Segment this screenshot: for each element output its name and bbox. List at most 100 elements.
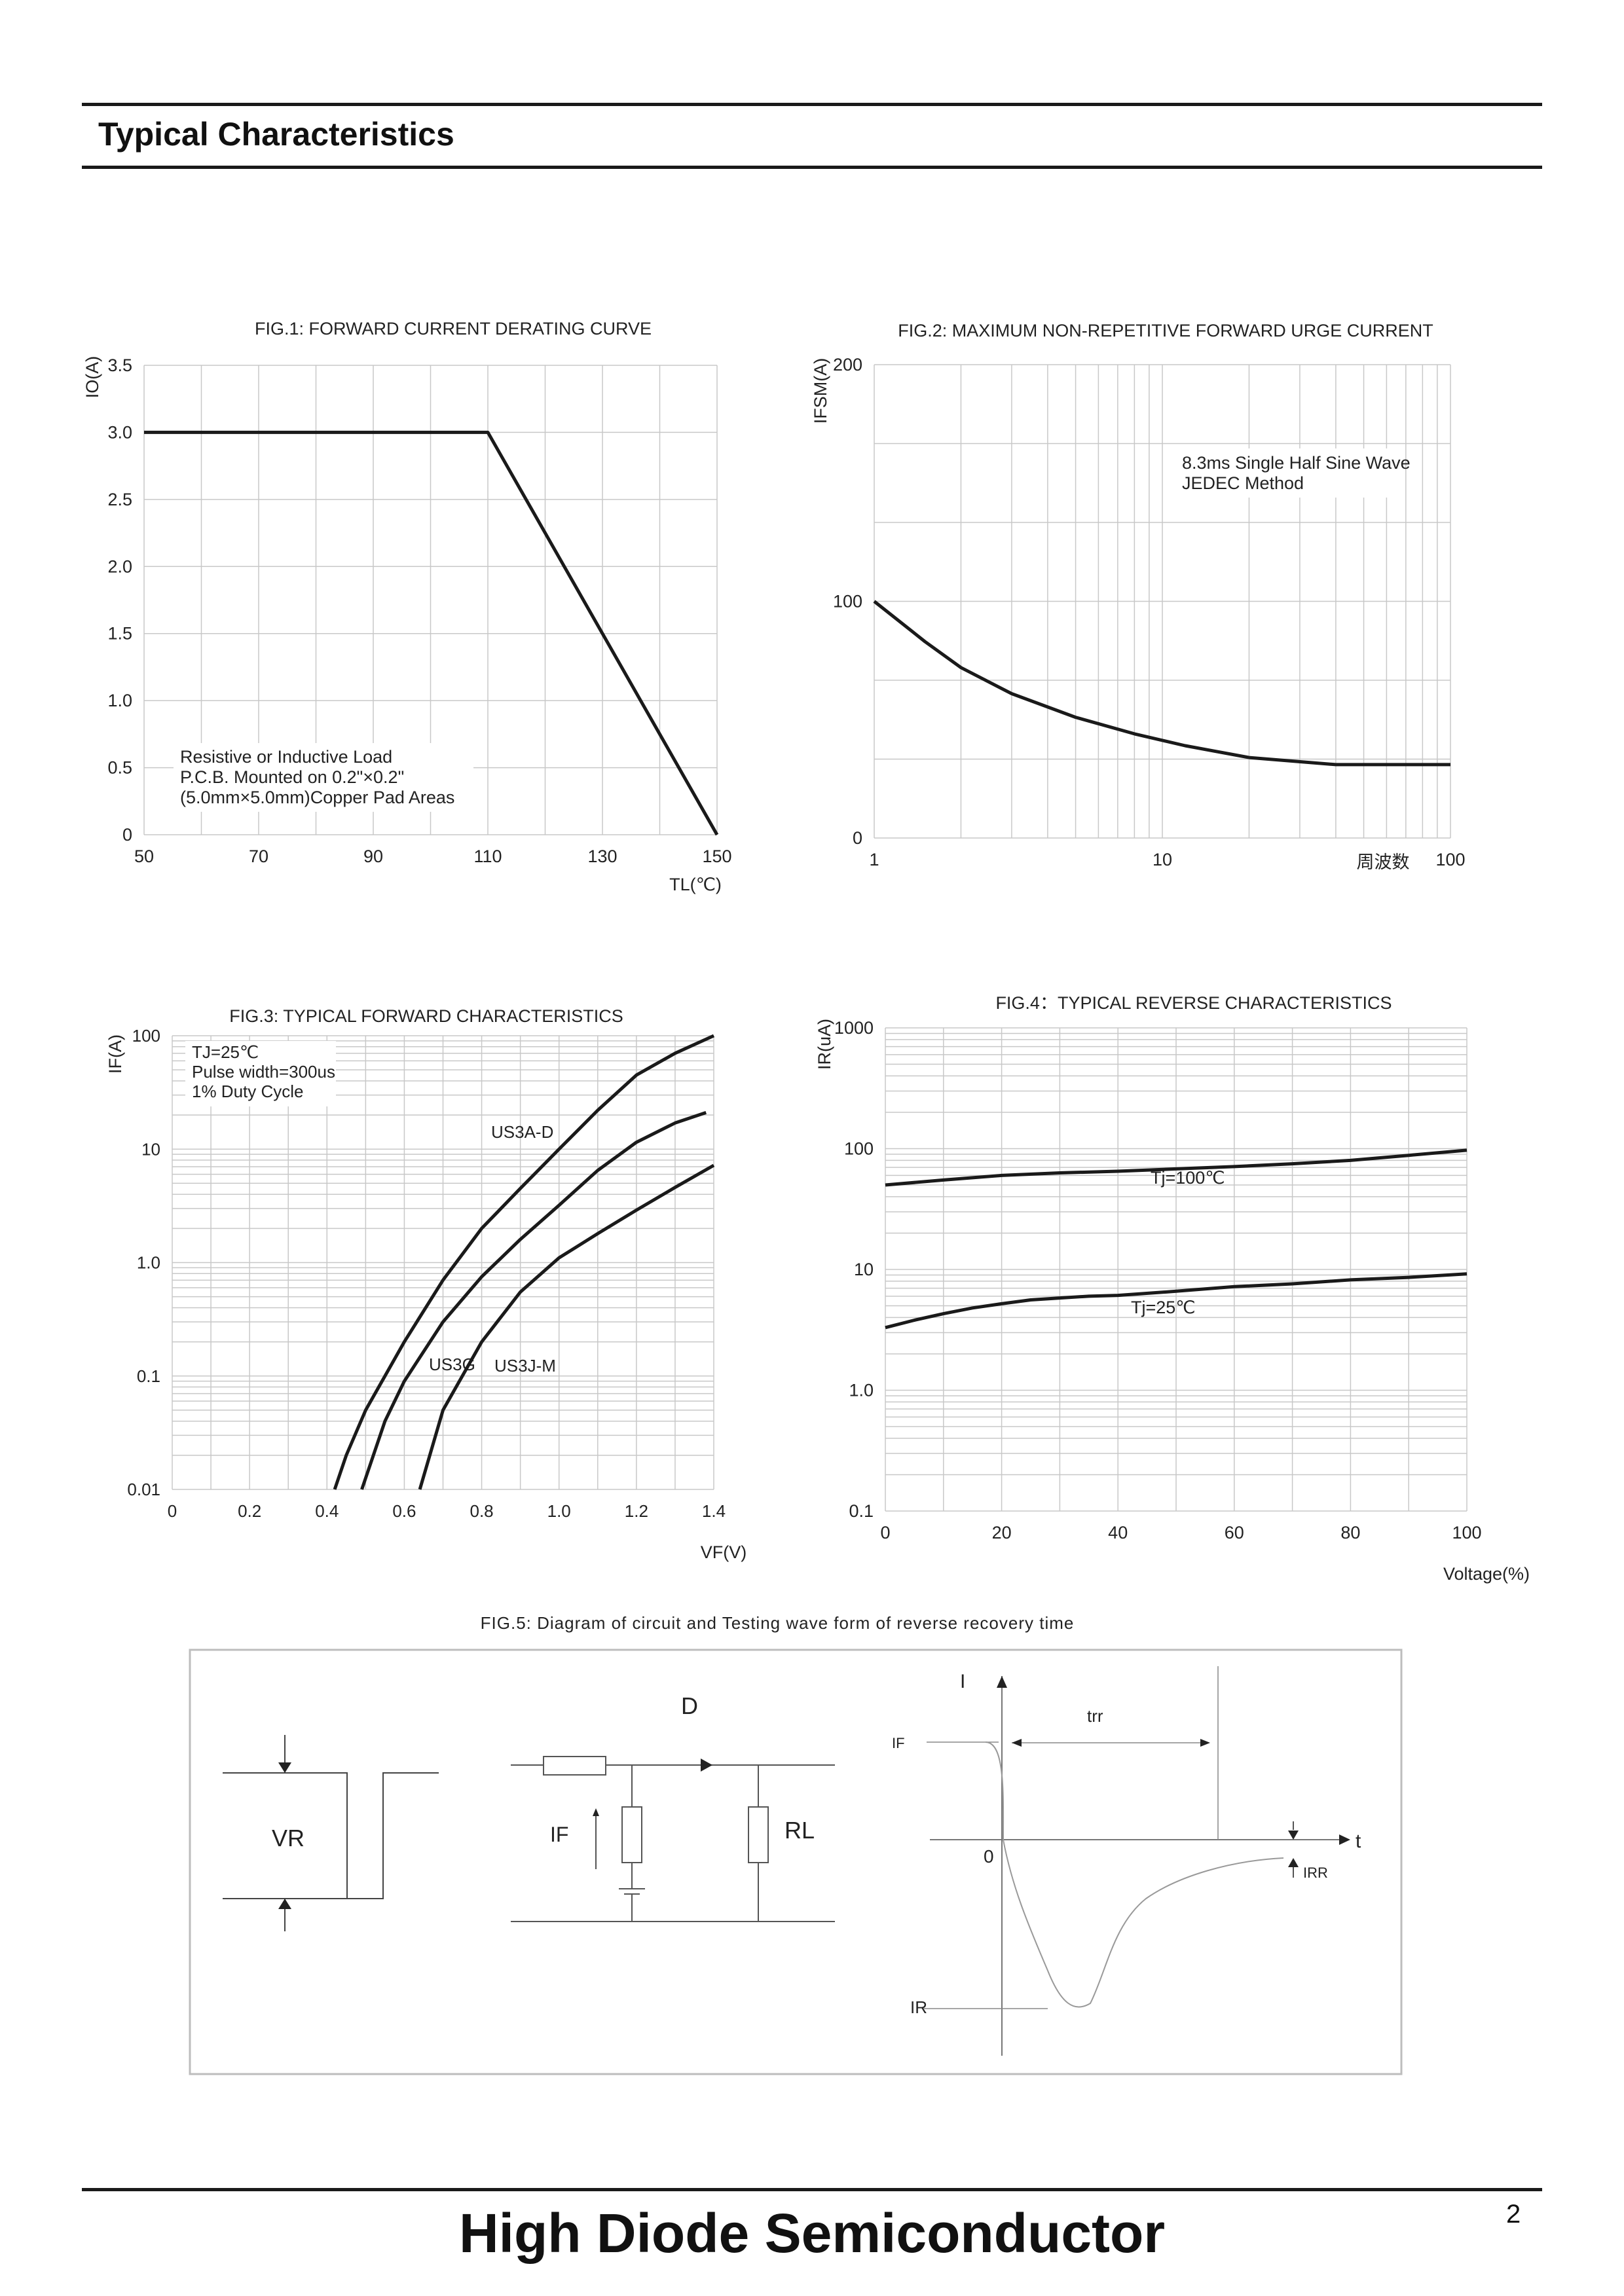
fig4-xlabel: Voltage(%) — [1443, 1564, 1530, 1584]
trr-right-arrow — [1200, 1739, 1210, 1747]
y-tick-label: 1.0 — [107, 691, 132, 710]
fig4-chart: FIG.4：TYPICAL REVERSE CHARACTERISTICS IR… — [815, 993, 1530, 1584]
ir-label: IR — [910, 1997, 927, 2017]
chart-note: Resistive or Inductive Load — [180, 747, 392, 767]
test-circuit — [511, 1756, 835, 1922]
y-tick-label: 1.0 — [849, 1381, 874, 1400]
y-tick-label: 2.5 — [107, 490, 132, 509]
x-tick-label: 1.4 — [702, 1501, 726, 1521]
chart-note: TJ=25℃ — [192, 1042, 259, 1062]
if-level-label: IF — [892, 1735, 905, 1751]
header-top-rule — [82, 103, 1542, 106]
fig5-diagram: FIG.5: Diagram of circuit and Testing wa… — [189, 1613, 1403, 2075]
y-tick-label: 200 — [833, 355, 862, 374]
y-tick-label: 0 — [853, 828, 862, 848]
series-line-derating — [144, 430, 719, 836]
page-number: 2 — [1506, 2200, 1521, 2229]
x-tick-label: 0.4 — [315, 1501, 339, 1521]
fig2-xlabel: 周波数 — [1357, 852, 1410, 872]
chart-note: Pulse width=300us — [192, 1062, 335, 1082]
series-line-US3G — [360, 1111, 707, 1490]
x-tick-label: 110 — [473, 847, 502, 866]
fig2-ylabel: IFSM(A) — [811, 358, 830, 424]
series-line-IFSM — [873, 600, 1450, 767]
i-axis-arrow — [997, 1676, 1007, 1688]
fig3-ylabel: IF(A) — [105, 1034, 125, 1074]
x-tick-label: 130 — [587, 847, 617, 866]
chart-note: 8.3ms Single Half Sine Wave — [1182, 453, 1411, 473]
x-tick-label: 10 — [1153, 850, 1172, 869]
y-tick-label: 0.1 — [849, 1501, 874, 1521]
fig3-title: FIG.3: TYPICAL FORWARD CHARACTERISTICS — [229, 1006, 623, 1026]
footer-rule — [82, 2188, 1542, 2191]
zero-label: 0 — [984, 1846, 994, 1867]
x-tick-label: 50 — [134, 847, 154, 866]
diode-arrow — [701, 1758, 712, 1772]
series-label: US3J-M — [494, 1356, 556, 1376]
x-tick-label: 40 — [1108, 1523, 1128, 1542]
x-tick-label: 1.0 — [547, 1501, 571, 1521]
chart-note: (5.0mm×5.0mm)Copper Pad Areas — [180, 788, 454, 807]
fig4-ylabel: IR(uA) — [815, 1019, 834, 1070]
note-box — [185, 1041, 336, 1106]
x-tick-label: 70 — [249, 847, 268, 866]
y-tick-label: 1000 — [834, 1018, 874, 1038]
if-current-arrow — [593, 1808, 599, 1816]
page-title: Typical Characteristics — [98, 116, 454, 153]
x-tick-label: 0 — [880, 1523, 890, 1542]
vr-label: VR — [272, 1825, 304, 1851]
series-line-US3A-D — [333, 1034, 715, 1490]
x-tick-label: 0.2 — [238, 1501, 261, 1521]
fig1-title: FIG.1: FORWARD CURRENT DERATING CURVE — [255, 319, 652, 338]
y-tick-label: 100 — [844, 1139, 874, 1159]
header-bottom-rule — [82, 166, 1542, 169]
y-tick-label: 0.01 — [127, 1480, 160, 1499]
x-tick-label: 20 — [992, 1523, 1012, 1542]
x-tick-label: 1 — [869, 850, 879, 869]
recovery-waveform — [923, 1666, 1339, 2056]
vr-top-arrow — [278, 1762, 291, 1773]
fig1-chart: FIG.1: FORWARD CURRENT DERATING CURVE IO… — [83, 319, 732, 894]
fig3-chart: FIG.3: TYPICAL FORWARD CHARACTERISTICS I… — [105, 1006, 747, 1562]
y-tick-label: 0.5 — [107, 758, 132, 778]
x-tick-label: 60 — [1225, 1523, 1244, 1542]
fig1-ylabel: IO(A) — [83, 356, 102, 399]
y-tick-label: 2.0 — [107, 556, 132, 576]
t-axis-arrow — [1339, 1834, 1350, 1845]
footer-company-name: High Diode Semiconductor — [458, 2202, 1166, 2264]
y-tick-label: 1.5 — [107, 624, 132, 644]
fig2-chart: FIG.2: MAXIMUM NON-REPETITIVE FORWARD UR… — [811, 321, 1466, 872]
fig5-title: FIG.5: Diagram of circuit and Testing wa… — [481, 1613, 1075, 1633]
x-tick-label: 1.2 — [625, 1501, 648, 1521]
series-line-Tj=100℃ — [885, 1148, 1467, 1187]
x-tick-label: 150 — [702, 847, 731, 866]
series-label: US3A-D — [491, 1122, 553, 1142]
y-tick-label: 10 — [141, 1139, 160, 1159]
trr-left-arrow — [1012, 1739, 1022, 1747]
series-line-US3J-M — [418, 1163, 715, 1490]
x-tick-label: 80 — [1340, 1523, 1360, 1542]
note-box — [1172, 448, 1395, 498]
fig1-xlabel: TL(℃) — [669, 875, 722, 894]
trr-label: trr — [1087, 1706, 1103, 1726]
fig3-xlabel: VF(V) — [701, 1542, 747, 1562]
if-circuit-label: IF — [550, 1823, 568, 1846]
irr-label: IRR — [1303, 1865, 1328, 1881]
irr-bottom-arrow — [1288, 1858, 1299, 1867]
y-tick-label: 100 — [833, 592, 862, 611]
vr-pulse — [223, 1735, 439, 1931]
chart-note: P.C.B. Mounted on 0.2"×0.2" — [180, 767, 404, 787]
y-tick-label: 1.0 — [137, 1253, 160, 1273]
chart-note: JEDEC Method — [1182, 473, 1304, 493]
x-tick-label: 100 — [1452, 1523, 1481, 1542]
series-label: Tj=100℃ — [1151, 1168, 1225, 1188]
rl-label: RL — [784, 1817, 815, 1844]
y-tick-label: 0 — [122, 825, 132, 845]
vr-bottom-arrow — [278, 1899, 291, 1909]
fig2-title: FIG.2: MAXIMUM NON-REPETITIVE FORWARD UR… — [898, 321, 1433, 340]
fig4-title: FIG.4：TYPICAL REVERSE CHARACTERISTICS — [995, 993, 1392, 1013]
t-axis-label: t — [1356, 1831, 1361, 1852]
x-tick-label: 100 — [1435, 850, 1465, 869]
x-tick-label: 0.8 — [470, 1501, 493, 1521]
i-axis-label: I — [960, 1671, 965, 1692]
